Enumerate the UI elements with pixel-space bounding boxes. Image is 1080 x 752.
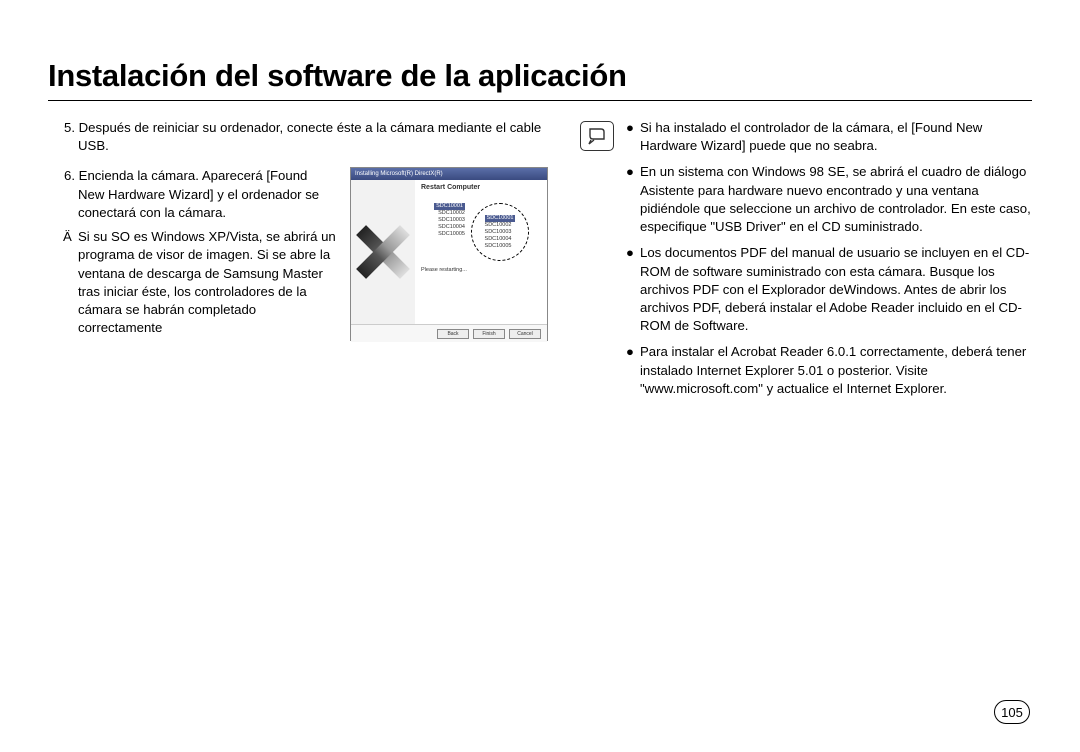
directx-x-icon xyxy=(359,228,407,276)
shot-dashed-circle: SDC10001 SDC10002 SDC10003 SDC10004 SDC1… xyxy=(471,203,529,261)
restart-title: Restart Computer xyxy=(421,184,541,191)
list-left-selected: SDC10001 xyxy=(434,203,465,210)
shot-right-panel: Restart Computer SDC10001 SDC10002 SDC10… xyxy=(415,180,547,324)
bullet-icon: ● xyxy=(626,163,634,181)
shot-footer: Back Finish Cancel xyxy=(351,324,547,342)
list-left-1: SDC10002 xyxy=(438,210,465,216)
left-column: 5. Después de reiniciar su ordenador, co… xyxy=(48,119,558,406)
step-5-text: 5. Después de reiniciar su ordenador, co… xyxy=(48,119,558,155)
right-column: ● Si ha instalado el controlador de la cá… xyxy=(580,119,1032,406)
note-item-2: ● En un sistema con Windows 98 SE, se abr… xyxy=(626,163,1032,236)
note-text-1: Si ha instalado el controlador de la cám… xyxy=(640,120,982,153)
list-right-3: SDC10004 xyxy=(485,236,512,242)
shot-cancel-button: Cancel xyxy=(509,329,541,339)
list-right-selected: SDC10001 xyxy=(485,215,516,222)
shot-please-text: Please restarting... xyxy=(421,267,541,273)
sub-marker: Ä xyxy=(63,228,72,246)
list-left-4: SDC10005 xyxy=(438,231,465,237)
shot-lists: SDC10001 SDC10002 SDC10003 SDC10004 SDC1… xyxy=(421,203,541,261)
content-columns: 5. Después de reiniciar su ordenador, co… xyxy=(48,119,1032,406)
step-6-main: 6. Encienda la cámara. Aparecerá [Found … xyxy=(48,167,336,222)
install-screenshot: Installing Microsoft(R) DirectX(R) Resta… xyxy=(350,167,548,341)
step-6-sub: Ä Si su SO es Windows XP/Vista, se abrir… xyxy=(48,228,336,337)
list-right-4: SDC10005 xyxy=(485,243,512,249)
step-6-text: 6. Encienda la cámara. Aparecerá [Found … xyxy=(48,167,336,341)
list-left-2: SDC10003 xyxy=(438,217,465,223)
step-6-wrap: 6. Encienda la cámara. Aparecerá [Found … xyxy=(48,167,558,341)
shot-list-left: SDC10001 SDC10002 SDC10003 SDC10004 SDC1… xyxy=(421,203,465,261)
sub-text: Si su SO es Windows XP/Vista, se abrirá … xyxy=(78,229,336,335)
note-item-3: ● Los documentos PDF del manual de usuari… xyxy=(626,244,1032,335)
note-text-4: Para instalar el Acrobat Reader 6.0.1 co… xyxy=(640,344,1026,395)
note-text-3: Los documentos PDF del manual de usuario… xyxy=(640,245,1029,333)
note-text-2: En un sistema con Windows 98 SE, se abri… xyxy=(640,164,1031,234)
note-icon xyxy=(580,121,614,151)
shot-list-right: SDC10001 SDC10002 SDC10003 SDC10004 SDC1… xyxy=(485,215,516,249)
page-title: Instalación del software de la aplicació… xyxy=(48,58,1032,101)
shot-back-button: Back xyxy=(437,329,469,339)
right-body: ● Si ha instalado el controlador de la cá… xyxy=(626,119,1032,406)
list-left-3: SDC10004 xyxy=(438,224,465,230)
notes-list: ● Si ha instalado el controlador de la cá… xyxy=(626,119,1032,398)
note-item-1: ● Si ha instalado el controlador de la cá… xyxy=(626,119,1032,155)
bullet-icon: ● xyxy=(626,343,634,361)
note-item-4: ● Para instalar el Acrobat Reader 6.0.1 c… xyxy=(626,343,1032,398)
shot-titlebar: Installing Microsoft(R) DirectX(R) xyxy=(351,168,547,180)
shot-finish-button: Finish xyxy=(473,329,505,339)
list-right-2: SDC10003 xyxy=(485,229,512,235)
page-number: 105 xyxy=(994,700,1030,724)
list-right-1: SDC10002 xyxy=(485,222,512,228)
shot-left-graphic xyxy=(351,180,415,324)
bullet-icon: ● xyxy=(626,244,634,262)
bullet-icon: ● xyxy=(626,119,634,137)
manual-page: Instalación del software de la aplicació… xyxy=(0,0,1080,752)
shot-main: Restart Computer SDC10001 SDC10002 SDC10… xyxy=(351,180,547,324)
